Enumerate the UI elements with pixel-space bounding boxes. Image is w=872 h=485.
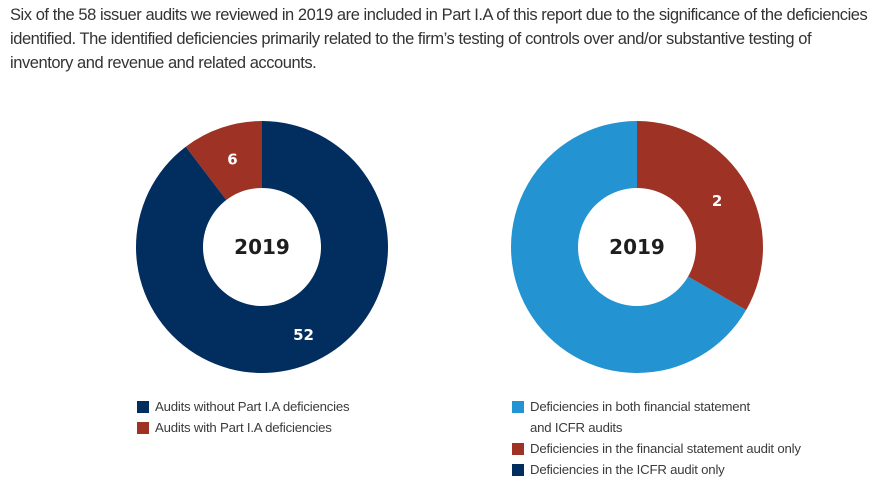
legend-swatch: [137, 401, 149, 413]
legend-label-line1: Deficiencies in both financial statement: [530, 399, 750, 414]
legend-swatch: [137, 422, 149, 434]
donut-chart-deficiencies: 422019: [510, 121, 763, 373]
legend-swatch: [512, 401, 524, 413]
legend-item-financial-statement-only: Deficiencies in the financial statement …: [512, 438, 842, 459]
legend-item-icfr-only: Deficiencies in the ICFR audit only: [512, 459, 842, 480]
donut-slice: [185, 121, 262, 201]
legend-swatch: [512, 443, 524, 455]
legend-label: Deficiencies in the financial statement …: [530, 441, 801, 456]
donut-center-label: 2019: [234, 235, 290, 259]
legend-item-with-deficiencies: Audits with Part I.A deficiencies: [137, 417, 349, 438]
donut-slice: [510, 121, 747, 373]
legend-label-line2: and ICFR audits: [530, 420, 623, 435]
legend-label: Audits without Part I.A deficiencies: [155, 399, 350, 414]
legend-audits: Audits without Part I.A deficiencies Aud…: [137, 396, 350, 438]
legend-item-without-deficiencies: Audits without Part I.A deficiencies: [137, 396, 350, 417]
donut-center-label: 2019: [609, 235, 665, 259]
legend-deficiencies: Deficiencies in both financial statement…: [512, 396, 842, 480]
legend-swatch: [512, 464, 524, 476]
legend-label: Audits with Part I.A deficiencies: [155, 420, 332, 435]
donut-slice: [135, 121, 389, 373]
slice-value-label: 52: [293, 326, 314, 344]
donut-slice: [637, 121, 763, 310]
legend-label: Deficiencies in the ICFR audit only: [530, 462, 725, 477]
slice-value-label: 6: [227, 150, 237, 168]
intro-paragraph: Six of the 58 issuer audits we reviewed …: [10, 6, 868, 72]
legend-item-both: Deficiencies in both financial statement…: [512, 396, 842, 438]
slice-value-label: 2: [712, 192, 722, 210]
donut-chart-audits: 6 52 2019: [135, 121, 389, 373]
